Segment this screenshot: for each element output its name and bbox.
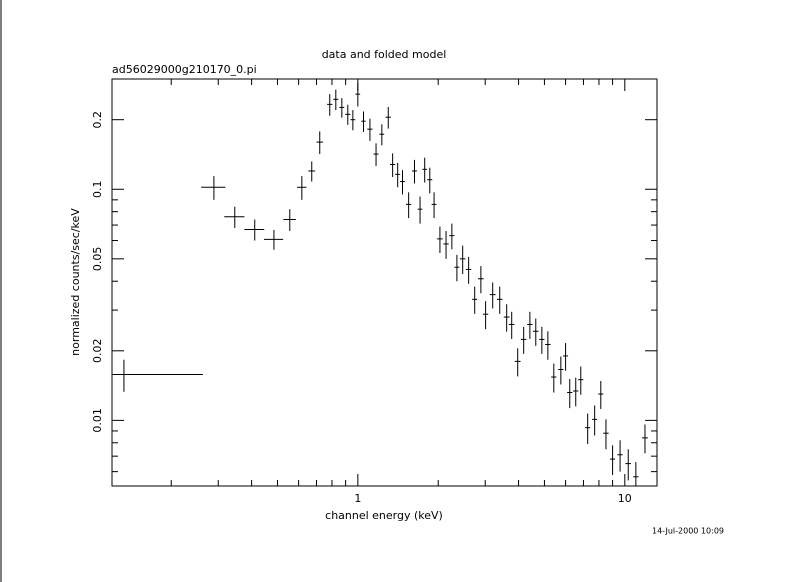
y-tick-label: 0.05 bbox=[91, 247, 104, 272]
x-tick-label: 10 bbox=[618, 492, 632, 505]
timestamp: 14-Jul-2000 10:09 bbox=[652, 527, 724, 536]
y-tick-label: 0.02 bbox=[91, 339, 104, 364]
y-tick-label: 0.1 bbox=[91, 181, 104, 199]
chart-subtitle: ad56029000g210170_0.pi bbox=[112, 63, 257, 76]
y-tick-label: 0.2 bbox=[91, 111, 104, 129]
plot-frame bbox=[111, 78, 658, 487]
x-tick-label: 1 bbox=[354, 492, 361, 505]
x-axis-label: channel energy (keV) bbox=[325, 509, 443, 522]
y-axis-label: normalized counts/sec/keV bbox=[69, 208, 82, 356]
y-tick-label: 0.01 bbox=[91, 408, 104, 433]
chart-title: data and folded model bbox=[322, 48, 447, 61]
